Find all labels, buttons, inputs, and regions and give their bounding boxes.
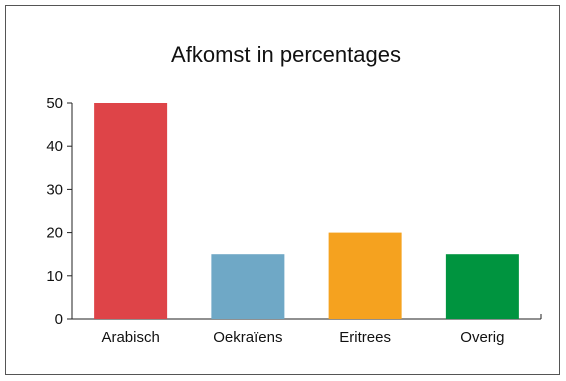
chart-title: Afkomst in percentages (171, 42, 401, 67)
bar (211, 254, 285, 319)
y-tick-label: 40 (46, 138, 63, 155)
bars (94, 103, 519, 319)
y-tick-label: 50 (46, 95, 63, 112)
x-tick-label: Eritrees (339, 329, 391, 346)
x-tick-labels: Arabisch Oekraïens Eritrees Overig (101, 329, 504, 346)
y-tick-label: 0 (55, 311, 63, 328)
bar (328, 232, 402, 319)
y-axis: 0 10 20 30 40 50 (46, 95, 73, 328)
x-tick-label: Arabisch (101, 329, 159, 346)
bar (445, 254, 519, 319)
y-tick-label: 10 (46, 268, 63, 285)
bar (94, 103, 168, 319)
y-tick-label: 30 (46, 181, 63, 198)
x-tick-label: Oekraïens (213, 329, 282, 346)
y-tick-label: 20 (46, 225, 63, 242)
x-tick-label: Overig (460, 329, 504, 346)
